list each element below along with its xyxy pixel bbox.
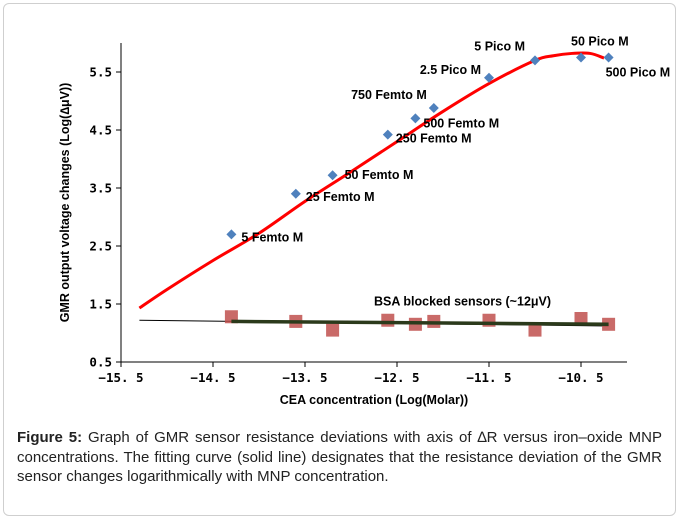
data-label: 2.5 Pico M bbox=[420, 63, 481, 77]
x-tick-label: −10. 5 bbox=[558, 370, 603, 385]
data-label: 500 Pico M bbox=[606, 66, 671, 80]
y-tick-label: 5.5 bbox=[89, 65, 112, 80]
bsa-square-marker bbox=[528, 323, 542, 337]
diamond-marker bbox=[603, 52, 614, 63]
diamond-marker bbox=[530, 55, 540, 66]
y-axis-title: GMR output voltage changes (Log(∆μV)) bbox=[58, 83, 72, 323]
x-tick-label: −15. 5 bbox=[98, 370, 143, 385]
bsa-annotation: BSA blocked sensors (~12μV) bbox=[374, 295, 551, 309]
caption-text: Graph of GMR sensor resistance deviation… bbox=[17, 429, 662, 485]
bsa-square-marker bbox=[381, 313, 395, 327]
figure-card bbox=[3, 3, 676, 516]
x-tick-label: −12. 5 bbox=[374, 370, 419, 385]
data-label: 25 Femto M bbox=[306, 190, 375, 204]
diamond-marker bbox=[576, 52, 586, 63]
diamond-marker bbox=[410, 113, 421, 124]
data-label: 50 Femto M bbox=[345, 168, 414, 182]
x-tick-label: −13. 5 bbox=[282, 370, 327, 385]
diamond-marker bbox=[484, 72, 494, 83]
fit-curve bbox=[138, 51, 605, 310]
diamond-marker bbox=[327, 170, 338, 181]
y-tick-label: 3.5 bbox=[89, 181, 112, 196]
bsa-fit-line bbox=[231, 319, 609, 327]
data-label: 500 Femto M bbox=[423, 116, 499, 130]
diamond-marker bbox=[226, 229, 237, 240]
diamond-marker bbox=[428, 102, 439, 113]
x-axis-title: CEA concentration (Log(Molar)) bbox=[280, 393, 468, 407]
y-tick-label: 0.5 bbox=[89, 355, 112, 370]
data-label: 750 Femto M bbox=[351, 88, 427, 102]
diamond-marker bbox=[290, 188, 301, 199]
bsa-square-marker bbox=[326, 323, 340, 337]
data-label: 50 Pico M bbox=[571, 35, 629, 49]
y-tick-label: 2.5 bbox=[89, 239, 112, 254]
diamond-marker bbox=[382, 129, 393, 140]
chart: 0.5 1.5 2.5 3.5 4.5 5.5 −15. 5 −14. 5 −13. 5 −12.… bbox=[58, 35, 671, 408]
data-label: 5 Pico M bbox=[474, 39, 525, 53]
y-tick-label: 1.5 bbox=[89, 297, 112, 312]
data-label: 5 Femto M bbox=[241, 230, 303, 244]
y-tick-label: 4.5 bbox=[89, 123, 112, 138]
bsa-square-marker bbox=[574, 312, 588, 325]
figure-caption: Figure 5: Graph of GMR sensor resistance… bbox=[17, 428, 662, 487]
x-tick-label: −14. 5 bbox=[190, 370, 235, 385]
x-tick-label: −11. 5 bbox=[466, 370, 511, 385]
caption-label: Figure 5: bbox=[17, 429, 83, 446]
data-label: 250 Femto M bbox=[396, 132, 472, 146]
